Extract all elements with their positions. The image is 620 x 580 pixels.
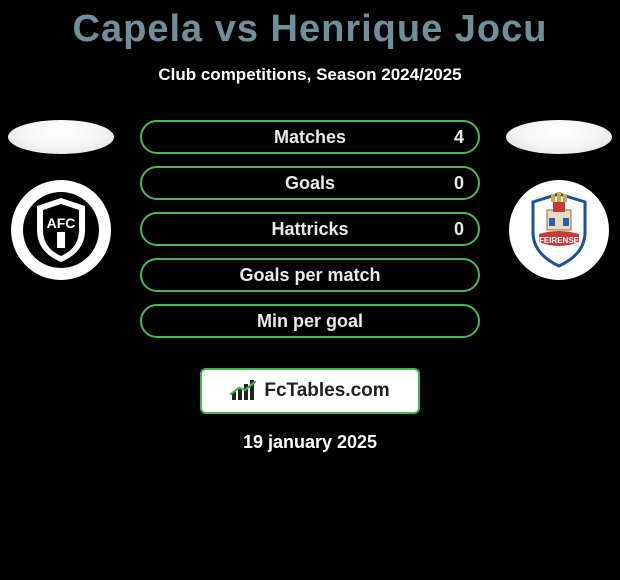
date-label: 19 january 2025 <box>0 432 620 453</box>
stat-row: Matches 4 <box>140 120 480 154</box>
left-club-badge: AFC <box>11 180 111 280</box>
stat-label: Matches <box>274 127 346 148</box>
svg-text:FEIRENSE: FEIRENSE <box>539 236 580 245</box>
right-player-column: FEIRENSE <box>504 120 614 280</box>
stat-label: Goals per match <box>239 265 380 286</box>
stat-label: Min per goal <box>257 311 363 332</box>
stat-row: Min per goal <box>140 304 480 338</box>
footer-section: FcTables.com 19 january 2025 <box>0 350 620 453</box>
brand-label: FcTables.com <box>264 380 389 402</box>
page-title: Capela vs Henrique Jocu <box>0 0 620 51</box>
left-player-column: AFC <box>6 120 116 280</box>
right-club-badge: FEIRENSE <box>509 180 609 280</box>
comparison-card: Capela vs Henrique Jocu Club competition… <box>0 0 620 580</box>
stat-label: Hattricks <box>271 219 348 240</box>
stat-row: Goals 0 <box>140 166 480 200</box>
svg-text:AFC: AFC <box>47 215 76 231</box>
stat-row: Goals per match <box>140 258 480 292</box>
player-avatar-placeholder <box>506 120 612 154</box>
stat-right-value: 0 <box>454 219 464 240</box>
stat-label: Goals <box>285 173 335 194</box>
brand-badge[interactable]: FcTables.com <box>200 368 420 414</box>
subtitle: Club competitions, Season 2024/2025 <box>0 65 620 85</box>
stat-row: Hattricks 0 <box>140 212 480 246</box>
stat-right-value: 4 <box>454 127 464 148</box>
stat-right-value: 0 <box>454 173 464 194</box>
player-avatar-placeholder <box>8 120 114 154</box>
crest-icon: FEIRENSE <box>517 188 601 272</box>
stats-list: Matches 4 Goals 0 Hattricks 0 Goals per … <box>140 120 480 338</box>
bar-chart-icon <box>230 380 258 402</box>
shield-icon: AFC <box>21 190 101 270</box>
